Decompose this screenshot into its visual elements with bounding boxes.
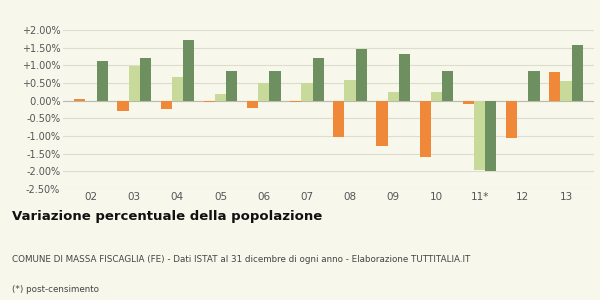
- Bar: [399, 54, 410, 101]
- Text: Variazione percentuale della popolazione: Variazione percentuale della popolazione: [12, 210, 322, 223]
- Legend: Massa Fiscaglia, Provincia di FE, Em.-Romagna: Massa Fiscaglia, Provincia di FE, Em.-Ro…: [164, 0, 493, 4]
- Bar: [344, 80, 356, 101]
- Bar: [419, 101, 431, 157]
- Bar: [485, 101, 496, 171]
- Bar: [431, 92, 442, 101]
- Bar: [442, 71, 453, 101]
- Bar: [215, 94, 226, 101]
- Bar: [269, 71, 281, 101]
- Bar: [204, 101, 215, 102]
- Bar: [74, 99, 85, 101]
- Bar: [506, 101, 517, 138]
- Bar: [140, 58, 151, 101]
- Bar: [388, 92, 399, 101]
- Bar: [97, 61, 108, 101]
- Bar: [560, 80, 572, 101]
- Text: (*) post-censimento: (*) post-censimento: [12, 285, 99, 294]
- Bar: [549, 72, 560, 101]
- Bar: [226, 70, 238, 101]
- Bar: [247, 101, 258, 108]
- Bar: [118, 101, 128, 111]
- Bar: [183, 40, 194, 101]
- Text: COMUNE DI MASSA FISCAGLIA (FE) - Dati ISTAT al 31 dicembre di ogni anno - Elabor: COMUNE DI MASSA FISCAGLIA (FE) - Dati IS…: [12, 255, 470, 264]
- Bar: [290, 101, 301, 102]
- Bar: [128, 66, 140, 101]
- Bar: [356, 49, 367, 101]
- Bar: [161, 101, 172, 110]
- Bar: [474, 101, 485, 170]
- Bar: [172, 76, 183, 101]
- Bar: [333, 101, 344, 137]
- Bar: [463, 101, 474, 104]
- Bar: [529, 71, 539, 101]
- Bar: [301, 83, 313, 101]
- Bar: [376, 101, 388, 146]
- Bar: [572, 45, 583, 101]
- Bar: [313, 58, 324, 101]
- Bar: [258, 83, 269, 101]
